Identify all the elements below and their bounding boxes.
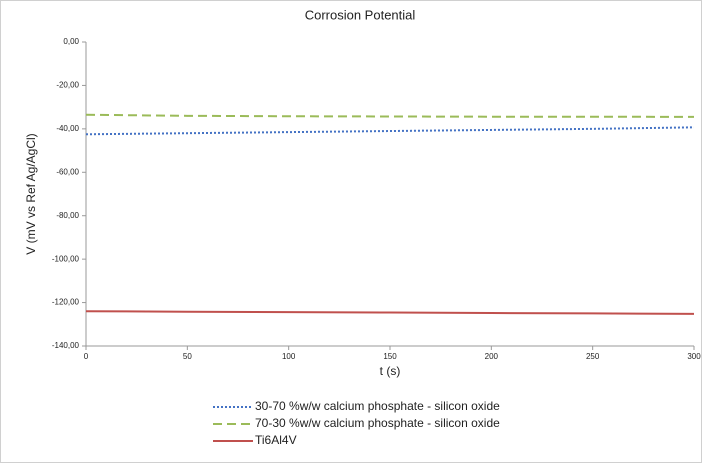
x-tick-label: 150 <box>383 352 397 361</box>
series-line <box>85 310 695 315</box>
y-tick-label: -20,00 <box>56 81 79 90</box>
legend-label: Ti6Al4V <box>255 433 297 447</box>
x-tick-label: 250 <box>586 352 600 361</box>
x-tick-label: 0 <box>84 352 89 361</box>
series-line <box>85 126 695 136</box>
x-tick-label: 50 <box>183 352 192 361</box>
y-tick-label: -120,00 <box>52 298 80 307</box>
y-tick-label: -140,00 <box>52 341 80 350</box>
y-tick-label: -60,00 <box>56 167 79 176</box>
y-tick-label: 0,00 <box>63 37 79 46</box>
x-tick-label: 100 <box>282 352 296 361</box>
legend-label: 30-70 %w/w calcium phosphate - silicon o… <box>255 399 500 413</box>
y-tick-label: -80,00 <box>56 211 79 220</box>
y-tick-label: -100,00 <box>52 254 80 263</box>
series-line <box>85 113 695 118</box>
legend-label: 70-30 %w/w calcium phosphate - silicon o… <box>255 416 500 430</box>
y-axis-title: V (mV vs Ref Ag/AgCl) <box>24 133 38 254</box>
x-tick-label: 300 <box>687 352 701 361</box>
chart-title: Corrosion Potential <box>305 7 416 22</box>
x-tick-label: 200 <box>485 352 499 361</box>
y-tick-label: -40,00 <box>56 124 79 133</box>
x-axis-title: t (s) <box>380 364 401 378</box>
